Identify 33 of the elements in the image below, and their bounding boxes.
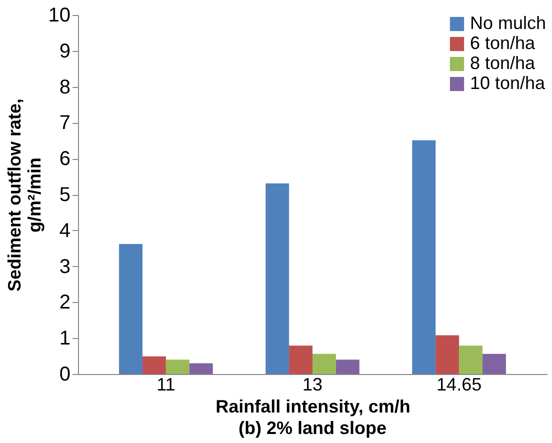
y-tick-label: 9 <box>59 40 70 62</box>
y-tick-label: 3 <box>59 256 70 278</box>
y-tick-label: 8 <box>59 76 70 98</box>
y-tick-label: 5 <box>59 184 70 206</box>
y-tick-label: 0 <box>59 364 70 386</box>
x-tick-label: 13 <box>302 374 323 394</box>
y-tick-label: 4 <box>59 220 70 242</box>
y-tick-label: 10 <box>48 4 70 26</box>
bar <box>436 335 460 374</box>
y-tick-label: 1 <box>59 328 70 350</box>
text: (b) 2% land slope <box>238 418 387 438</box>
legend-label: 8 ton/ha <box>470 53 536 73</box>
y-axis-title: Sediment outflow rate, g/m²/min <box>4 98 44 292</box>
legend-label: No mulch <box>470 13 546 33</box>
y-tick-label: 7 <box>59 112 70 134</box>
legend-label: 10 ton/ha <box>470 73 546 93</box>
bar <box>312 354 336 374</box>
bar <box>336 360 360 374</box>
x-axis-title: Rainfall intensity, cm/h <box>216 396 410 416</box>
x-tick-label: 14.65 <box>436 374 482 394</box>
bar <box>459 346 483 374</box>
bar <box>119 244 142 374</box>
bar <box>482 354 506 374</box>
bar <box>142 356 166 374</box>
bar <box>289 346 312 374</box>
legend-label: 6 ton/ha <box>470 33 536 53</box>
bar <box>166 360 190 374</box>
bar <box>266 183 290 374</box>
y-tick-label: 2 <box>59 292 70 314</box>
bar <box>412 140 436 374</box>
bar <box>189 363 213 374</box>
x-tick-label: 11 <box>156 374 176 394</box>
y-tick-label: 6 <box>59 148 70 170</box>
